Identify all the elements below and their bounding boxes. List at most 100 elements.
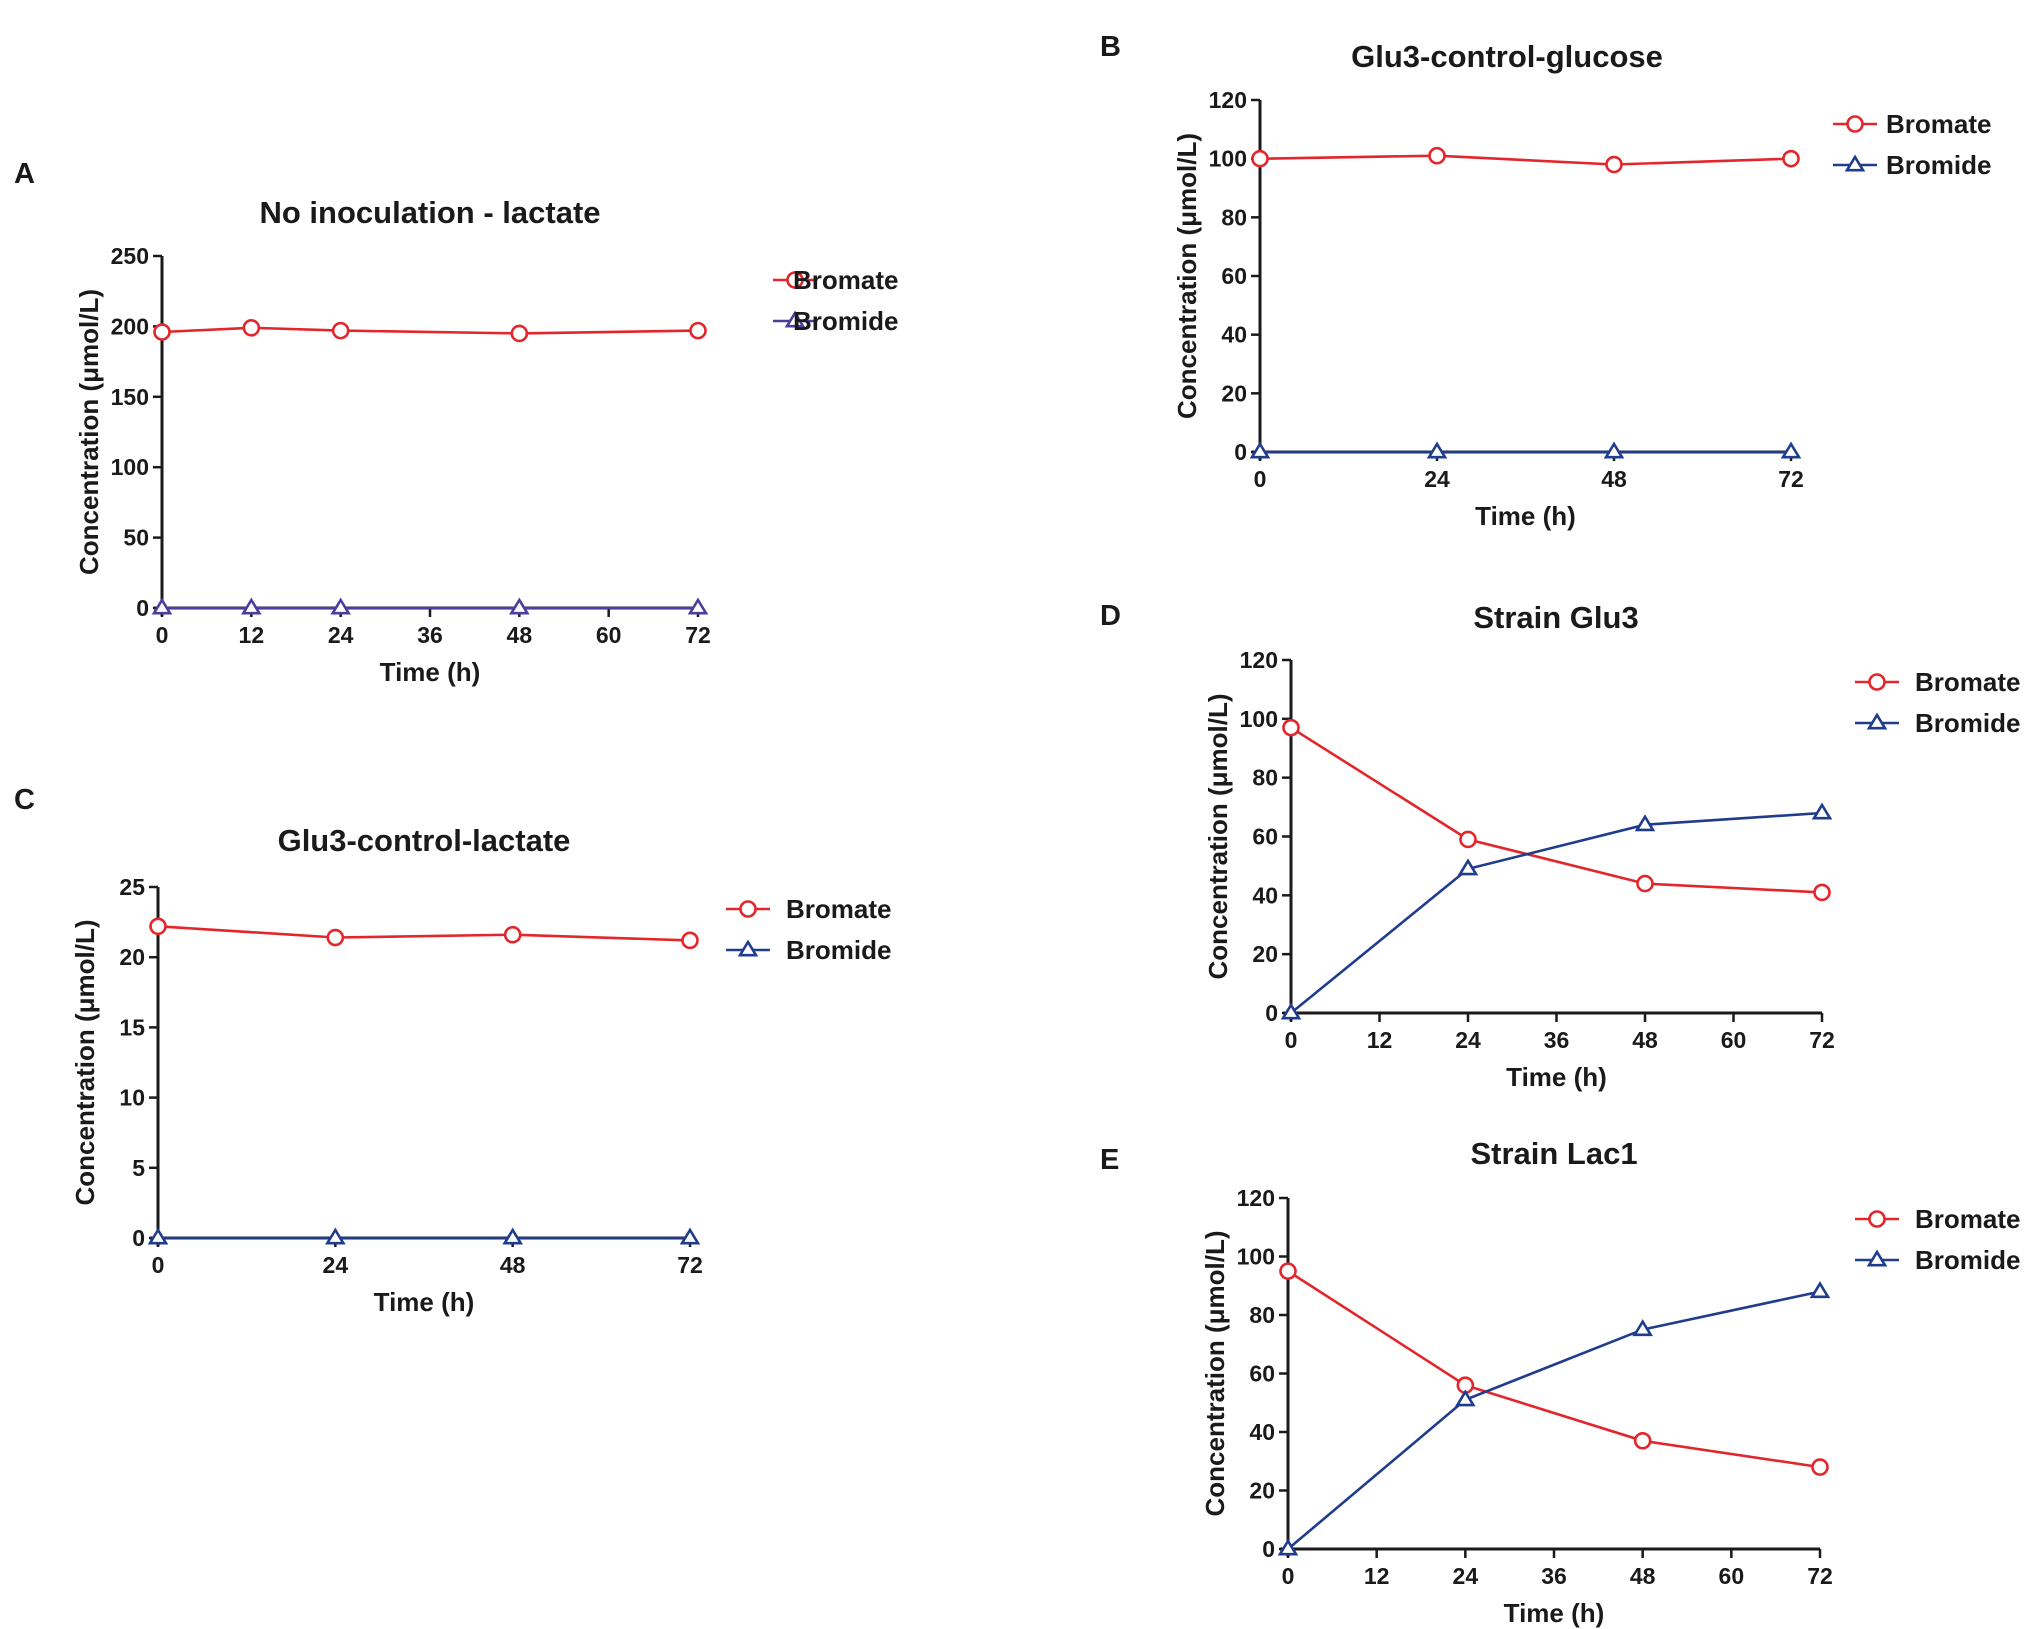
x-tick-label: 72 — [1807, 1563, 1833, 1589]
data-point-bromide — [1809, 1281, 1831, 1299]
y-tick-label: 0 — [1234, 439, 1247, 465]
chart-panel-b: B Glu3-control-glucose 0 20 40 60 80 100 120 0 24 4… — [1100, 31, 1991, 531]
legend: Bromate Bromide — [1855, 667, 2020, 738]
x-tick-label: 48 — [500, 1252, 526, 1278]
y-axis-label: Concentration (μmol/L) — [1200, 1231, 1230, 1517]
x-tick-label: 12 — [239, 622, 265, 648]
legend-marker-triangle — [1844, 154, 1866, 172]
x-tick-label: 48 — [1601, 466, 1627, 492]
x-axis-label: Time (h) — [1504, 1598, 1605, 1628]
y-tick-label: 80 — [1249, 1302, 1275, 1328]
x-axis-label: Time (h) — [1475, 501, 1576, 531]
legend: Bromate Bromide — [773, 265, 898, 336]
y-tick-label: 120 — [1209, 87, 1247, 113]
legend-label-bromide: Bromide — [1915, 708, 2020, 738]
data-point-bromide — [1249, 441, 1271, 459]
series-line-bromate — [157, 925, 691, 942]
legend-marker-circle — [1868, 1210, 1886, 1228]
data-point-bromide — [687, 597, 709, 615]
chart-panel-e: E Strain Lac1 0 20 40 60 80 100 120 0 12 24 36 48 60 72… — [1100, 1136, 2020, 1628]
legend-label-bromide: Bromide — [1915, 1245, 2020, 1275]
data-point-bromide — [509, 597, 530, 615]
y-tick-label: 100 — [1237, 1244, 1275, 1270]
y-tick-label: 60 — [1252, 824, 1278, 850]
data-point-bromide — [502, 1227, 523, 1245]
legend: Bromate Bromide — [726, 894, 891, 965]
panel-letter: C — [14, 784, 35, 816]
data-point-bromate — [1633, 1431, 1652, 1450]
y-tick-label: 0 — [1265, 1000, 1278, 1026]
data-point-bromide — [325, 1227, 346, 1245]
y-tick-label: 20 — [119, 944, 145, 970]
legend-label-bromate: Bromate — [1915, 667, 2020, 697]
chart-title: No inoculation - lactate — [259, 195, 600, 230]
data-point-bromide — [1634, 814, 1656, 832]
y-tick-label: 0 — [136, 595, 149, 621]
y-tick-label: 80 — [1252, 765, 1278, 791]
x-tick-label: 72 — [685, 622, 711, 648]
data-point-bromate — [1813, 883, 1831, 902]
y-tick-label: 250 — [111, 243, 149, 269]
x-tick-label: 60 — [1721, 1027, 1747, 1053]
x-tick-label: 36 — [417, 622, 443, 648]
x-tick-label: 60 — [596, 622, 622, 648]
series-line-bromate — [1259, 154, 1792, 166]
x-tick-label: 0 — [1282, 1563, 1295, 1589]
x-tick-label: 0 — [152, 1252, 165, 1278]
data-point-bromide — [1277, 1538, 1299, 1556]
y-tick-label: 100 — [1209, 146, 1247, 172]
x-tick-label: 72 — [677, 1252, 703, 1278]
panel-letter: B — [1100, 31, 1121, 63]
panel-letter: D — [1100, 600, 1121, 632]
data-point-bromate — [1636, 874, 1654, 893]
x-tick-label: 60 — [1719, 1563, 1745, 1589]
series-line-bromate — [161, 326, 699, 335]
series-line-bromate — [1287, 1270, 1821, 1469]
data-point-bromate — [326, 928, 345, 947]
y-tick-label: 20 — [1252, 941, 1278, 967]
x-tick-label: 48 — [1632, 1027, 1658, 1053]
x-tick-label: 24 — [1424, 466, 1450, 492]
x-tick-label: 0 — [1285, 1027, 1298, 1053]
y-tick-label: 100 — [111, 454, 149, 480]
x-tick-label: 48 — [1630, 1563, 1656, 1589]
y-tick-label: 50 — [123, 525, 149, 551]
y-tick-label: 80 — [1221, 204, 1247, 230]
x-tick-label: 12 — [1364, 1563, 1390, 1589]
x-axis-label: Time (h) — [374, 1287, 475, 1317]
x-tick-label: 0 — [1254, 466, 1267, 492]
data-point-bromate — [689, 321, 707, 340]
y-axis-label: Concentration (μmol/L) — [1172, 133, 1202, 419]
data-point-bromate — [503, 925, 522, 944]
data-point-bromate — [681, 931, 699, 950]
legend-marker-circle — [786, 271, 804, 289]
data-point-bromide — [330, 597, 351, 615]
chart-panel-c: C Glu3-control-lactate 0 5 10 15 20 25 0 24 48 72 Ti… — [14, 784, 891, 1317]
legend: Bromate Bromide — [1855, 1204, 2020, 1275]
y-tick-label: 100 — [1240, 706, 1278, 732]
legend-label-bromide: Bromide — [1886, 150, 1991, 180]
y-axis-label: Concentration (μmol/L) — [70, 920, 100, 1206]
chart-panel-d: D Strain Glu3 0 20 40 60 80 100 120 0 12 24 36 48 60 72… — [1100, 600, 2020, 1092]
data-point-bromate — [331, 321, 350, 340]
x-axis-label: Time (h) — [1506, 1062, 1607, 1092]
y-tick-label: 60 — [1249, 1361, 1275, 1387]
chart-title: Strain Lac1 — [1470, 1136, 1637, 1171]
y-tick-label: 20 — [1221, 380, 1247, 406]
data-point-bromate — [1811, 1458, 1829, 1476]
y-tick-label: 40 — [1252, 882, 1278, 908]
x-axis-label: Time (h) — [380, 657, 481, 687]
panel-letter: A — [14, 158, 35, 190]
data-point-bromide — [1811, 802, 1833, 820]
data-point-bromide — [241, 597, 262, 615]
y-tick-label: 0 — [132, 1225, 145, 1251]
y-tick-label: 200 — [111, 313, 149, 339]
x-tick-label: 24 — [328, 622, 354, 648]
x-tick-label: 24 — [1455, 1027, 1481, 1053]
chart-title: Strain Glu3 — [1473, 600, 1638, 635]
legend-label-bromate: Bromate — [1886, 109, 1991, 139]
data-point-bromide — [147, 1227, 169, 1245]
chart-title: Glu3-control-glucose — [1351, 39, 1663, 74]
y-tick-label: 40 — [1249, 1419, 1275, 1445]
